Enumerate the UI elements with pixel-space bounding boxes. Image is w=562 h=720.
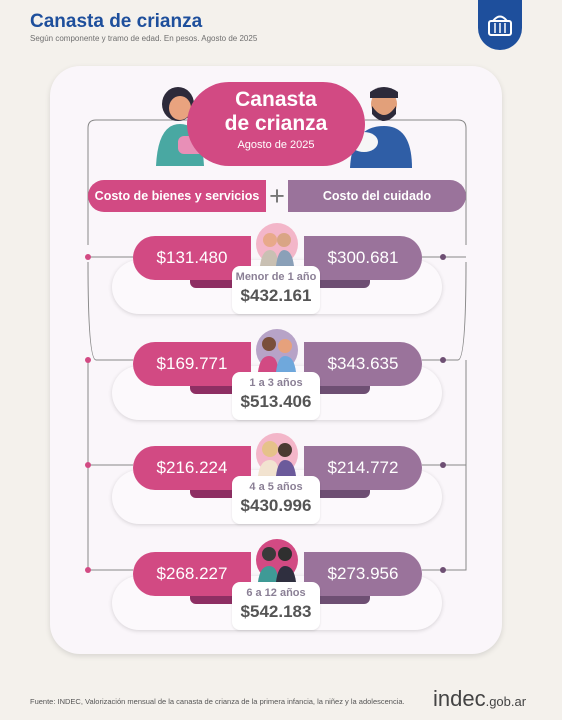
connector-dot [440, 254, 446, 260]
cuidado-value: $300.681 [304, 236, 422, 280]
source-note: Fuente: INDEC, Valorización mensual de l… [30, 697, 405, 706]
connector-dot [440, 357, 446, 363]
cuidado-value: $214.772 [304, 446, 422, 490]
children-avatar [256, 539, 298, 582]
column-header-cuidado: Costo del cuidado [288, 180, 466, 212]
age-row: $268.227 $273.956 6 a 12 años $542.183 [0, 539, 562, 652]
indec-logo: indec.gob.ar [433, 686, 526, 712]
connector-dot [85, 567, 91, 573]
basket-logo-badge [478, 0, 522, 50]
connector-dot [440, 567, 446, 573]
page-title: Canasta de crianza [30, 11, 203, 32]
bienes-value: $131.480 [133, 236, 251, 280]
total-value: $513.406 [240, 392, 312, 411]
basket-icon [488, 15, 512, 36]
plus-sign: + [269, 181, 285, 211]
total-value: $432.161 [240, 286, 312, 305]
total-value: $542.183 [240, 602, 312, 621]
bienes-value: $268.227 [133, 552, 251, 596]
connector-dot [85, 462, 91, 468]
connector-dot [440, 462, 446, 468]
age-label: 6 a 12 años [246, 587, 306, 599]
center-date: Agosto de 2025 [237, 139, 315, 151]
total-value: $430.996 [240, 496, 312, 515]
total-box: 4 a 5 años $430.996 [232, 476, 320, 524]
logo-main: indec [433, 686, 486, 711]
page-subtitle: Según componente y tramo de edad. En pes… [30, 34, 258, 43]
total-box: 1 a 3 años $513.406 [232, 372, 320, 420]
age-label: Menor de 1 año [235, 271, 317, 283]
total-box: 6 a 12 años $542.183 [232, 582, 320, 630]
total-box: Menor de 1 año $432.161 [232, 266, 320, 314]
children-avatar [256, 329, 298, 372]
bienes-value: $216.224 [133, 446, 251, 490]
connector-dot [85, 254, 91, 260]
children-avatar [256, 223, 298, 266]
children-avatar [256, 433, 298, 476]
age-label: 1 a 3 años [249, 377, 303, 389]
age-row: $169.771 $343.635 1 a 3 años $513.406 [0, 329, 562, 442]
logo-suffix: .gob.ar [485, 694, 527, 709]
center-title-line2: de crianza [224, 112, 328, 135]
center-title-line1: Canasta [235, 88, 317, 111]
cuidado-value: $273.956 [304, 552, 422, 596]
center-title-pill: Canasta de crianza Agosto de 2025 [187, 82, 365, 166]
cuidado-value: $343.635 [304, 342, 422, 386]
bienes-value: $169.771 [133, 342, 251, 386]
age-label: 4 a 5 años [249, 481, 303, 493]
age-row: $131.480 $300.681 Menor de 1 año $432.16… [0, 223, 562, 336]
column-header-bienes: Costo de bienes y servicios [88, 180, 266, 212]
connector-dot [85, 357, 91, 363]
age-row: $216.224 $214.772 4 a 5 años $430.996 [0, 433, 562, 546]
